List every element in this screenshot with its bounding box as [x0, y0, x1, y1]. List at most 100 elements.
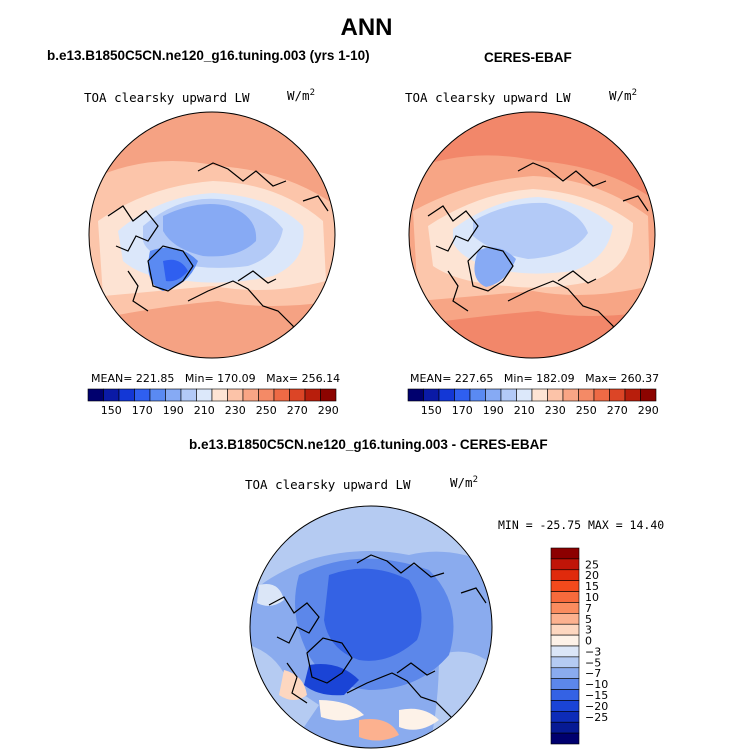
diff-colorbar-label: −7: [585, 667, 601, 680]
left-colorbar-label: 190: [163, 404, 184, 417]
right-colorbar: 150 170 190 210 230 250 270 290: [407, 388, 659, 417]
right-colorbar-box: [500, 388, 517, 402]
right-colorbar-label: 150: [421, 404, 442, 417]
right-colorbar-box: [593, 388, 610, 402]
right-colorbar-box: [438, 388, 455, 402]
left-colorbar-box: [149, 388, 166, 402]
left-mean-value: 221.85: [135, 372, 175, 385]
diff-colorbar-box: [550, 700, 580, 712]
right-colorbar-label: 290: [638, 404, 659, 417]
diff-colorbar-label: 25: [585, 558, 599, 571]
left-polar-map: [88, 111, 336, 359]
right-colorbar-box: [407, 388, 424, 402]
left-min-label: Min=: [184, 372, 214, 385]
left-variable-label: TOA clearsky upward LW: [84, 90, 250, 105]
left-colorbar: 150 170 190 210 230 250 270 290: [87, 388, 339, 417]
right-stats: MEAN= 227.65 Min= 182.09 Max= 260.37: [410, 372, 659, 385]
right-max-value: 260.37: [620, 372, 660, 385]
diff-colorbar-label: −25: [585, 711, 608, 724]
right-min-value: 182.09: [536, 372, 575, 385]
left-colorbar-box: [180, 388, 197, 402]
right-variable-label: TOA clearsky upward LW: [405, 90, 571, 105]
left-colorbar-label: 170: [132, 404, 153, 417]
diff-units-label: W/m2: [450, 475, 478, 490]
diff-minmax: MIN = -25.75 MAX = 14.40: [498, 518, 665, 532]
left-colorbar-box: [258, 388, 275, 402]
left-colorbar-box: [196, 388, 213, 402]
left-colorbar-label: 230: [225, 404, 246, 417]
right-mean-label: MEAN=: [410, 372, 452, 385]
diff-colorbar-box: [550, 613, 580, 625]
diff-variable-label: TOA clearsky upward LW: [245, 477, 411, 492]
right-colorbar-box: [624, 388, 641, 402]
right-mean-value: 227.65: [454, 372, 494, 385]
diff-colorbar-box: [550, 634, 580, 647]
diff-units-sup: 2: [472, 475, 478, 485]
diff-colorbar-label: −5: [585, 656, 601, 669]
diff-panel-title: b.e13.B1850C5CN.ne120_g16.tuning.003 - C…: [189, 437, 548, 452]
diff-colorbar-box: [550, 547, 580, 560]
left-colorbar-box: [118, 388, 135, 402]
right-units-label: W/m2: [609, 88, 637, 103]
left-units-sup: 2: [309, 88, 315, 98]
diff-colorbar-box: [550, 602, 580, 614]
diff-colorbar-label: −15: [585, 689, 608, 702]
left-colorbar-box: [242, 388, 259, 402]
left-colorbar-label: 270: [287, 404, 308, 417]
left-colorbar-box: [211, 388, 228, 402]
diff-polar-map: [249, 505, 493, 749]
left-colorbar-label: 210: [194, 404, 215, 417]
diff-colorbar-label: 5: [585, 613, 592, 626]
left-colorbar-box: [103, 388, 120, 402]
left-max-value: 256.14: [301, 372, 341, 385]
right-colorbar-label: 190: [483, 404, 504, 417]
diff-colorbar-box: [550, 656, 580, 669]
diff-colorbar-box: [550, 569, 580, 581]
left-colorbar-label: 250: [256, 404, 277, 417]
right-polar-map: [408, 111, 656, 359]
left-units-text: W/m: [287, 88, 310, 104]
left-colorbar-box: [165, 388, 182, 402]
right-colorbar-box: [423, 388, 440, 402]
left-colorbar-box: [134, 388, 151, 402]
diff-colorbar-label: −3: [585, 645, 601, 658]
left-colorbar-label: 290: [318, 404, 339, 417]
diff-colorbar-box: [550, 667, 580, 679]
right-colorbar-box: [485, 388, 502, 402]
right-min-label: Min=: [503, 372, 533, 385]
diff-colorbar-box: [550, 591, 580, 603]
main-title: ANN: [340, 14, 393, 41]
diff-colorbar-label: −10: [585, 678, 608, 691]
right-units-sup: 2: [631, 88, 637, 98]
diff-colorbar-box: [550, 558, 580, 571]
left-colorbar-box: [87, 388, 104, 402]
diff-colorbar-label: 15: [585, 580, 599, 593]
right-colorbar-label: 270: [607, 404, 628, 417]
right-colorbar-label: 250: [576, 404, 597, 417]
left-panel-title: b.e13.B1850C5CN.ne120_g16.tuning.003 (yr…: [47, 48, 370, 63]
diff-colorbar-label: −20: [585, 700, 608, 713]
left-colorbar-box: [320, 388, 337, 402]
right-colorbar-label: 230: [545, 404, 566, 417]
left-min-value: 170.09: [217, 372, 256, 385]
right-panel-title: CERES-EBAF: [484, 50, 572, 65]
right-colorbar-box: [562, 388, 579, 402]
left-colorbar-label: 150: [101, 404, 122, 417]
left-stats: MEAN= 221.85 Min= 170.09 Max= 256.14: [91, 372, 340, 385]
left-max-label: Max=: [266, 372, 299, 385]
diff-colorbar-box: [550, 645, 580, 658]
diff-units-text: W/m: [450, 475, 473, 491]
right-colorbar-box: [469, 388, 486, 402]
left-mean-label: MEAN=: [91, 372, 133, 385]
right-colorbar-box: [640, 388, 657, 402]
diff-colorbar-box: [550, 623, 580, 636]
diff-colorbar-box: [550, 711, 580, 723]
left-colorbar-box: [289, 388, 306, 402]
diff-colorbar-label: 7: [585, 602, 592, 615]
right-units-text: W/m: [609, 88, 632, 104]
right-colorbar-box: [609, 388, 626, 402]
left-colorbar-box: [227, 388, 244, 402]
right-colorbar-box: [531, 388, 548, 402]
diff-colorbar-box: [550, 732, 580, 745]
